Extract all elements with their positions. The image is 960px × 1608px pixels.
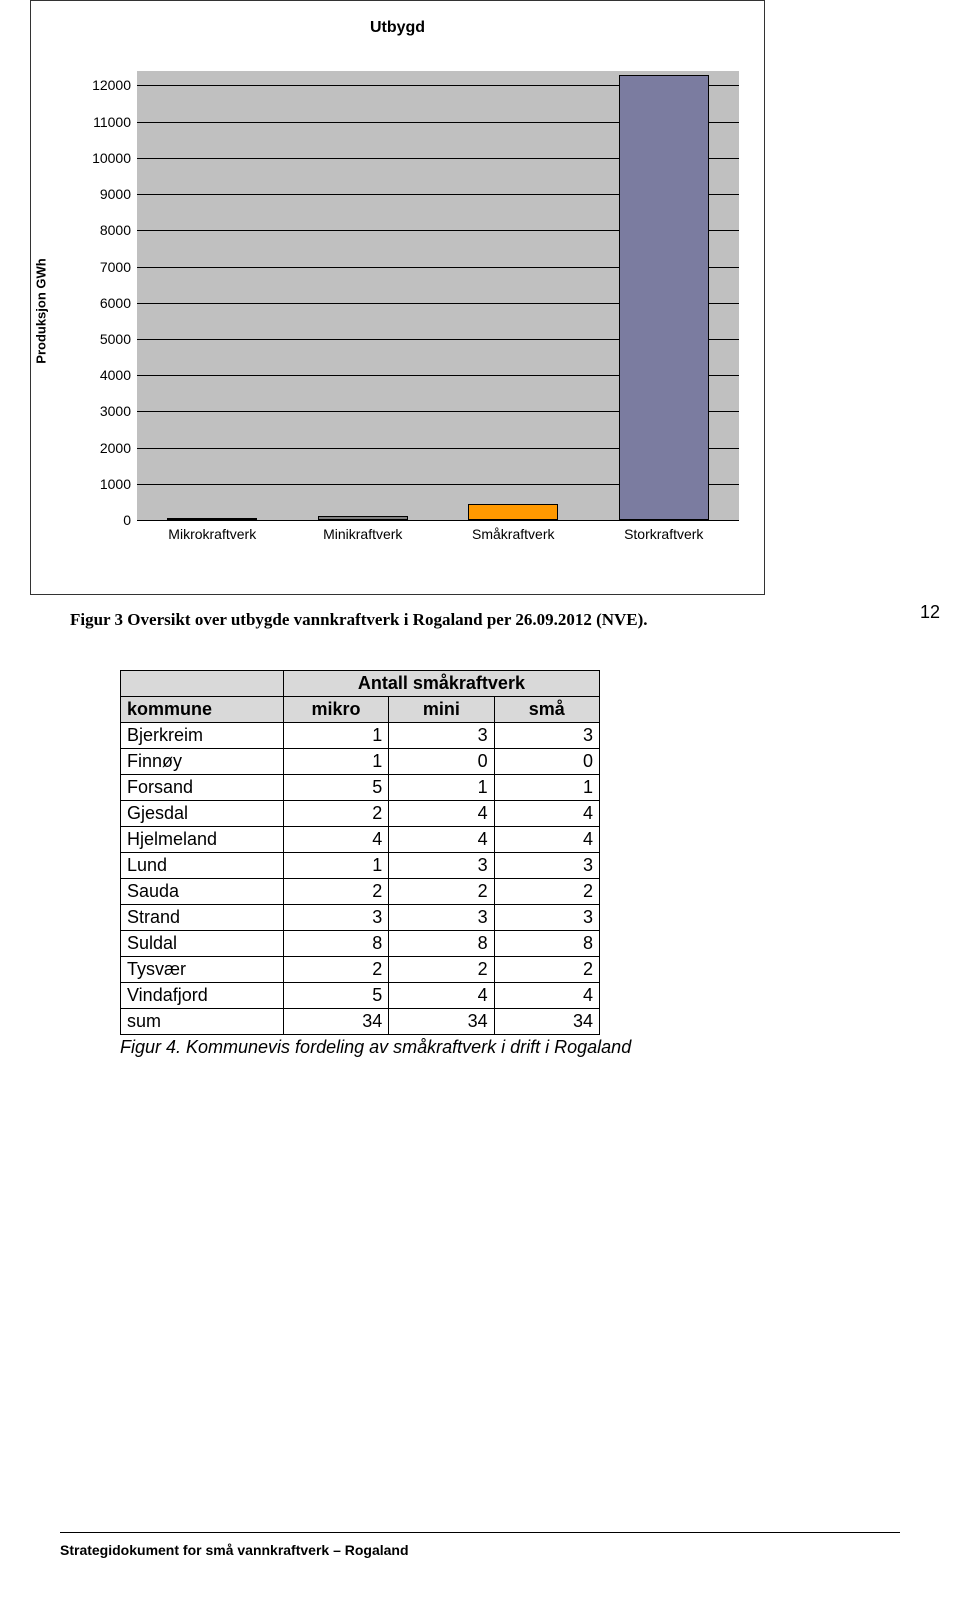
x-tick-label: Småkraftverk xyxy=(472,526,554,542)
y-tick-label: 3000 xyxy=(100,403,131,419)
table-cell: sum xyxy=(121,1009,284,1035)
table-column-header: mini xyxy=(389,697,494,723)
table-cell: 2 xyxy=(494,957,599,983)
bar xyxy=(468,504,558,520)
table-cell: 5 xyxy=(283,775,388,801)
y-tick-label: 11000 xyxy=(93,114,131,130)
table-column-header: små xyxy=(494,697,599,723)
y-tick-label: 12000 xyxy=(92,77,131,93)
table-row: Hjelmeland444 xyxy=(121,827,600,853)
table-header-empty xyxy=(121,671,284,697)
table-cell: 4 xyxy=(389,827,494,853)
y-tick-label: 0 xyxy=(123,512,131,528)
table-row: Strand333 xyxy=(121,905,600,931)
chart-title: Utbygd xyxy=(31,1,764,37)
table-cell: Gjesdal xyxy=(121,801,284,827)
y-axis-label: Produksjon GWh xyxy=(34,258,49,363)
table-row: Suldal888 xyxy=(121,931,600,957)
table-cell: Bjerkreim xyxy=(121,723,284,749)
table-cell: 3 xyxy=(494,723,599,749)
bar xyxy=(619,75,709,520)
y-tick-label: 4000 xyxy=(100,367,131,383)
table-container: Antall småkraftverk kommunemikrominismå … xyxy=(120,670,600,1035)
table-cell: 3 xyxy=(389,853,494,879)
y-tick-label: 8000 xyxy=(100,222,131,238)
table-cell: 3 xyxy=(389,723,494,749)
table-cell: 2 xyxy=(389,879,494,905)
table-cell: 4 xyxy=(494,801,599,827)
table-cell: 34 xyxy=(283,1009,388,1035)
table-cell: 3 xyxy=(283,905,388,931)
y-tick-label: 7000 xyxy=(100,259,131,275)
table-column-header: mikro xyxy=(283,697,388,723)
plot-wrapper: Produksjon GWh 0100020003000400050006000… xyxy=(79,71,739,551)
table-cell: 1 xyxy=(283,749,388,775)
table-cell: 8 xyxy=(389,931,494,957)
figure4-caption: Figur 4. Kommunevis fordeling av småkraf… xyxy=(120,1037,930,1058)
table-cell: 3 xyxy=(494,853,599,879)
bar xyxy=(318,516,408,520)
table-column-header: kommune xyxy=(121,697,284,723)
table-row: Sauda222 xyxy=(121,879,600,905)
y-tick-label: 5000 xyxy=(100,331,131,347)
table-row: Lund133 xyxy=(121,853,600,879)
table-cell: Forsand xyxy=(121,775,284,801)
smakraftverk-table: Antall småkraftverk kommunemikrominismå … xyxy=(120,670,600,1035)
table-cell: 1 xyxy=(283,853,388,879)
plot-area: 0100020003000400050006000700080009000100… xyxy=(137,71,739,521)
table-cell: Hjelmeland xyxy=(121,827,284,853)
table-cell: 5 xyxy=(283,983,388,1009)
table-cell: 8 xyxy=(283,931,388,957)
table-cell: 2 xyxy=(389,957,494,983)
table-cell: 4 xyxy=(494,983,599,1009)
y-tick-label: 6000 xyxy=(100,295,131,311)
table-cell: 2 xyxy=(283,957,388,983)
table-cell: 0 xyxy=(389,749,494,775)
table-cell: 2 xyxy=(494,879,599,905)
table-row: Bjerkreim133 xyxy=(121,723,600,749)
table-cell: 3 xyxy=(389,905,494,931)
y-tick-label: 9000 xyxy=(100,186,131,202)
table-cell: 8 xyxy=(494,931,599,957)
y-tick-label: 10000 xyxy=(92,150,131,166)
y-tick-label: 1000 xyxy=(100,476,131,492)
table-cell: Sauda xyxy=(121,879,284,905)
table-cell: 2 xyxy=(283,879,388,905)
table-row: Vindafjord544 xyxy=(121,983,600,1009)
table-cell: 4 xyxy=(389,801,494,827)
page-number: 12 xyxy=(920,602,940,623)
table-cell: Strand xyxy=(121,905,284,931)
table-header-span: Antall småkraftverk xyxy=(283,671,599,697)
table-cell: 4 xyxy=(389,983,494,1009)
x-tick-label: Storkraftverk xyxy=(624,526,703,542)
table-cell: 4 xyxy=(283,827,388,853)
x-tick-label: Mikrokraftverk xyxy=(168,526,256,542)
y-tick-label: 2000 xyxy=(100,440,131,456)
bar xyxy=(167,518,257,520)
footer-text: Strategidokument for små vannkraftverk –… xyxy=(60,1542,409,1558)
table-row: Forsand511 xyxy=(121,775,600,801)
table-cell: 1 xyxy=(283,723,388,749)
table-cell: 4 xyxy=(494,827,599,853)
table-cell: 3 xyxy=(494,905,599,931)
table-cell: Vindafjord xyxy=(121,983,284,1009)
table-cell: Suldal xyxy=(121,931,284,957)
table-cell: 34 xyxy=(389,1009,494,1035)
table-cell: 2 xyxy=(283,801,388,827)
table-cell: 1 xyxy=(494,775,599,801)
table-row: Gjesdal244 xyxy=(121,801,600,827)
footer-divider xyxy=(60,1532,900,1533)
figure3-caption: Figur 3 Oversikt over utbygde vannkraftv… xyxy=(70,610,930,630)
table-cell: 1 xyxy=(389,775,494,801)
x-tick-label: Minikraftverk xyxy=(323,526,402,542)
table-row: sum343434 xyxy=(121,1009,600,1035)
table-cell: Lund xyxy=(121,853,284,879)
table-cell: Finnøy xyxy=(121,749,284,775)
table-row: Tysvær222 xyxy=(121,957,600,983)
table-cell: Tysvær xyxy=(121,957,284,983)
table-row: Finnøy100 xyxy=(121,749,600,775)
table-cell: 34 xyxy=(494,1009,599,1035)
table-cell: 0 xyxy=(494,749,599,775)
chart-container: Utbygd Produksjon GWh 010002000300040005… xyxy=(30,0,765,595)
